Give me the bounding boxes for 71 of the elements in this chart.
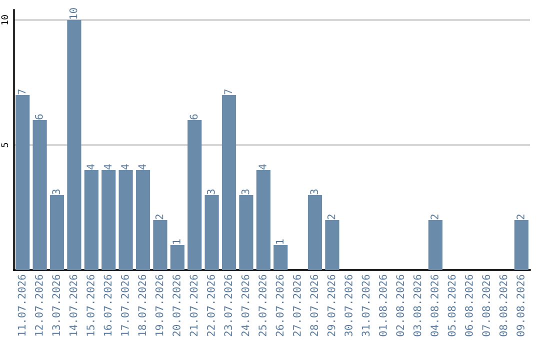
x-tick-label: 22.07.2026	[206, 274, 215, 336]
data-label: 4	[138, 164, 146, 170]
bar	[204, 195, 219, 270]
x-tick-label: 03.08.2026	[413, 274, 422, 336]
data-label: 10	[69, 8, 78, 19]
x-tick-label: 02.08.2026	[396, 274, 404, 336]
x-tick-label: 11.07.2026	[18, 274, 26, 336]
x-tick-label: 17.07.2026	[120, 274, 129, 336]
data-label: 7	[224, 90, 232, 94]
x-tick-label: 15.07.2026	[86, 274, 94, 336]
x-tick-label: 01.08.2026	[378, 274, 387, 336]
data-label: 2	[327, 214, 336, 220]
data-label: 6	[34, 114, 43, 120]
bar	[274, 245, 288, 270]
x-tick-label: 05.08.2026	[448, 274, 456, 336]
data-label: 2	[430, 214, 438, 220]
bar	[325, 220, 340, 270]
bar	[102, 170, 116, 270]
x-tick-label: 19.07.2026	[155, 274, 164, 336]
x-tick-label: 21.07.2026	[190, 274, 198, 336]
x-tick-label: 12.07.2026	[34, 274, 43, 336]
x-tick-label: 30.07.2026	[344, 274, 352, 336]
bar	[118, 170, 133, 270]
bar	[308, 195, 322, 270]
bar	[170, 245, 184, 270]
data-label: 1	[172, 239, 180, 244]
bar	[222, 95, 236, 270]
x-tick-label: 16.07.2026	[104, 274, 112, 336]
bar	[136, 170, 150, 270]
y-tick-label: 5	[1, 143, 8, 148]
x-tick-label: 29.07.2026	[327, 274, 336, 336]
data-label: 4	[258, 164, 266, 170]
data-label: 3	[206, 190, 215, 194]
x-tick-label: 09.08.2026	[516, 274, 524, 336]
data-label: 2	[155, 214, 164, 220]
x-tick-label: 06.08.2026	[464, 274, 473, 336]
bar	[428, 220, 442, 270]
x-tick-label: 18.07.2026	[138, 274, 146, 336]
x-tick-label: 24.07.2026	[241, 274, 250, 336]
x-tick-label: 23.07.2026	[224, 274, 232, 336]
bar	[153, 220, 168, 270]
data-label: 4	[86, 164, 94, 170]
x-tick-label: 04.08.2026	[430, 274, 438, 336]
data-label: 3	[241, 190, 250, 194]
x-tick-label: 28.07.2026	[310, 274, 318, 336]
data-label: 3	[310, 190, 318, 194]
bar	[514, 220, 528, 270]
x-tick-label: 08.08.2026	[499, 274, 508, 336]
x-tick-label: 31.07.2026	[362, 274, 370, 336]
data-label: 3	[52, 190, 60, 194]
bar	[239, 195, 254, 270]
bar	[50, 195, 64, 270]
data-label: 4	[104, 164, 112, 170]
data-label: 2	[516, 214, 524, 220]
x-tick-label: 13.07.2026	[52, 274, 60, 336]
x-tick-label: 07.08.2026	[482, 274, 490, 336]
x-tick-label: 25.07.2026	[258, 274, 266, 336]
x-tick-label: 26.07.2026	[276, 274, 284, 336]
x-tick-label: 14.07.2026	[69, 274, 78, 336]
data-label: 7	[18, 90, 26, 94]
bar	[32, 120, 47, 270]
bar	[84, 170, 98, 270]
data-label: 4	[121, 164, 129, 170]
data-label: 1	[276, 239, 284, 244]
x-tick-label: 20.07.2026	[172, 274, 180, 336]
bar	[188, 120, 202, 270]
bar	[256, 170, 270, 270]
x-tick-label: 27.07.2026	[292, 274, 301, 336]
data-label: 6	[190, 114, 198, 120]
bar	[16, 95, 30, 270]
bar	[67, 20, 82, 270]
